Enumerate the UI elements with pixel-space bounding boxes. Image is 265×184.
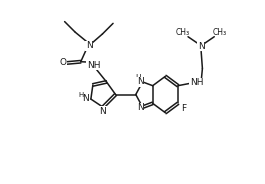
Text: F: F (181, 104, 186, 113)
Text: N: N (137, 77, 143, 86)
Text: N: N (82, 93, 89, 102)
Text: NH: NH (190, 78, 203, 87)
Text: N: N (86, 41, 92, 50)
Text: N: N (198, 42, 205, 51)
Text: H: H (78, 92, 83, 98)
Text: N: N (100, 107, 106, 116)
Text: O: O (60, 59, 67, 68)
Text: CH₃: CH₃ (213, 29, 227, 37)
Text: H: H (136, 74, 142, 83)
Text: CH₃: CH₃ (175, 29, 189, 37)
Text: NH: NH (87, 61, 100, 70)
Text: N: N (137, 103, 143, 112)
